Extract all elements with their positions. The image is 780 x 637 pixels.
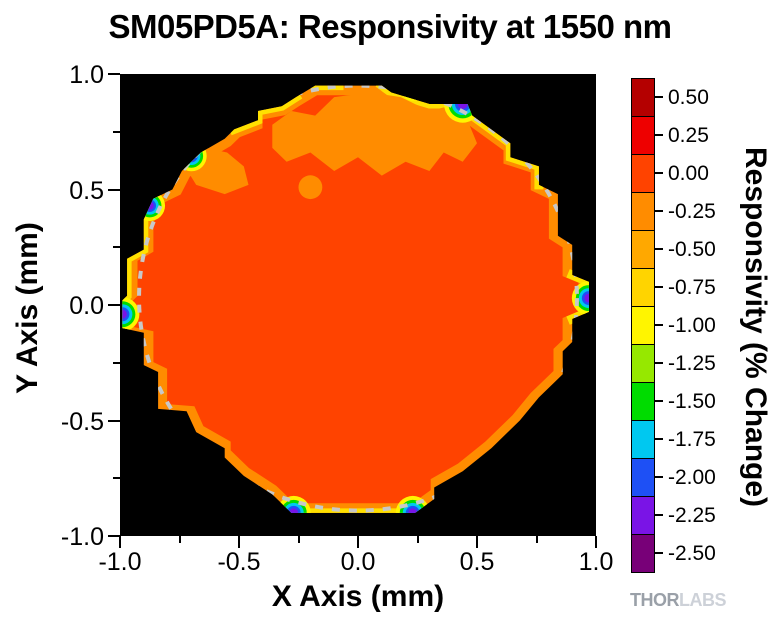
edge-dip-band <box>122 309 127 319</box>
y-major-tick <box>108 73 120 75</box>
colorbar-segment <box>631 154 655 193</box>
colorbar-segment <box>631 458 655 497</box>
y-major-tick <box>108 304 120 306</box>
colorbar-tick <box>655 96 663 98</box>
edge-dip-band <box>283 502 304 513</box>
colorbar-tick <box>655 514 663 516</box>
y-tick-label: -0.5 <box>60 407 104 436</box>
edge-dip-band <box>405 505 420 513</box>
colorbar-tick <box>655 248 663 250</box>
x-tick-label: -0.5 <box>217 548 261 576</box>
colorbar-tick <box>655 324 663 326</box>
x-tick-label: 1.0 <box>578 548 614 576</box>
edge-dip-band <box>289 508 299 513</box>
x-major-tick <box>595 536 597 548</box>
colorbar-segment <box>631 230 655 269</box>
colorbar-tick <box>655 172 663 174</box>
edge-dip-band <box>408 508 418 513</box>
colorbar-tick-label: -2.50 <box>668 542 716 565</box>
x-minor-tick <box>178 536 181 543</box>
y-tick-label: 0.5 <box>69 176 104 205</box>
edge-dip-band <box>584 293 589 303</box>
colorbar-tick <box>655 476 663 478</box>
y-minor-tick <box>113 361 120 364</box>
colorbar-tick-label: -1.50 <box>668 390 716 413</box>
x-tick-label: 0.5 <box>459 548 495 576</box>
colorbar-label: Responsivity (% Change) <box>739 146 772 508</box>
y-tick-label: 1.0 <box>69 61 104 89</box>
x-major-tick <box>357 536 359 548</box>
edge-dip-band <box>122 307 130 322</box>
y-minor-tick <box>113 130 120 133</box>
x-minor-tick <box>416 536 419 543</box>
y-tick-label: 0.0 <box>69 292 104 320</box>
y-minor-tick <box>113 246 120 249</box>
y-major-tick <box>108 188 120 191</box>
x-minor-tick <box>535 536 538 543</box>
x-tick-label: -1.0 <box>98 548 142 576</box>
colorbar-segment <box>631 116 655 155</box>
colorbar-tick-label: -0.75 <box>668 276 716 299</box>
colorbar-tick-label: -2.25 <box>668 504 716 527</box>
logo-text-labs: LABS <box>679 590 727 610</box>
colorbar-segment <box>631 420 655 459</box>
y-major-tick <box>108 535 120 537</box>
colorbar-tick-label: 0.00 <box>668 162 709 185</box>
aperture-dashed-circle <box>137 85 579 513</box>
colorbar-tick <box>655 362 663 364</box>
edge-dip-band <box>122 304 133 325</box>
colorbar-tick-label: -1.75 <box>668 428 716 451</box>
colorbar-segment <box>631 78 655 117</box>
rim-yellow-band <box>228 90 303 136</box>
colorbar-tick-label: -2.00 <box>668 466 716 489</box>
responsivity-patch <box>298 175 323 200</box>
thorlabs-logo: THORLABS <box>630 590 727 611</box>
x-major-tick <box>476 536 478 548</box>
colorbar-tick <box>655 134 663 136</box>
x-major-tick <box>238 536 240 548</box>
colorbar-tick-label: -0.25 <box>668 200 716 223</box>
active-area-body <box>133 95 579 504</box>
colorbar-segment <box>631 534 655 573</box>
edge-dip-band <box>286 505 301 513</box>
colorbar-tick <box>655 400 663 402</box>
colorbar-tick-label: 0.25 <box>668 124 709 147</box>
x-major-tick <box>119 536 121 548</box>
x-minor-tick <box>297 536 300 543</box>
y-tick-label: -1.0 <box>60 523 104 551</box>
heatmap-svg <box>120 74 596 536</box>
colorbar-tick-label: -0.50 <box>668 238 716 261</box>
chart-title: SM05PD5A: Responsivity at 1550 nm <box>108 8 672 45</box>
y-minor-tick <box>113 477 120 480</box>
colorbar-tick <box>655 286 663 288</box>
colorbar-tick-label: -1.00 <box>668 314 716 337</box>
heatmap-plot-area <box>120 74 596 536</box>
colorbar-segment <box>631 496 655 535</box>
y-major-tick <box>108 419 120 422</box>
edge-dip-band <box>402 502 423 513</box>
colorbar-tick-label: 0.50 <box>668 86 709 109</box>
responsivity-patch <box>272 92 477 176</box>
colorbar-segment <box>631 344 655 383</box>
colorbar-tick-label: -1.25 <box>668 352 716 375</box>
colorbar-segment <box>631 306 655 345</box>
logo-text-thor: THOR <box>630 590 680 610</box>
x-tick-label: 0.0 <box>340 548 376 576</box>
colorbar-tick <box>655 552 663 554</box>
colorbar-segment <box>631 268 655 307</box>
x-axis-label: X Axis (mm) <box>271 580 445 613</box>
colorbar-segment <box>631 192 655 231</box>
colorbar-tick <box>655 438 663 440</box>
colorbar-tick <box>655 210 663 212</box>
colorbar-segment <box>631 382 655 421</box>
